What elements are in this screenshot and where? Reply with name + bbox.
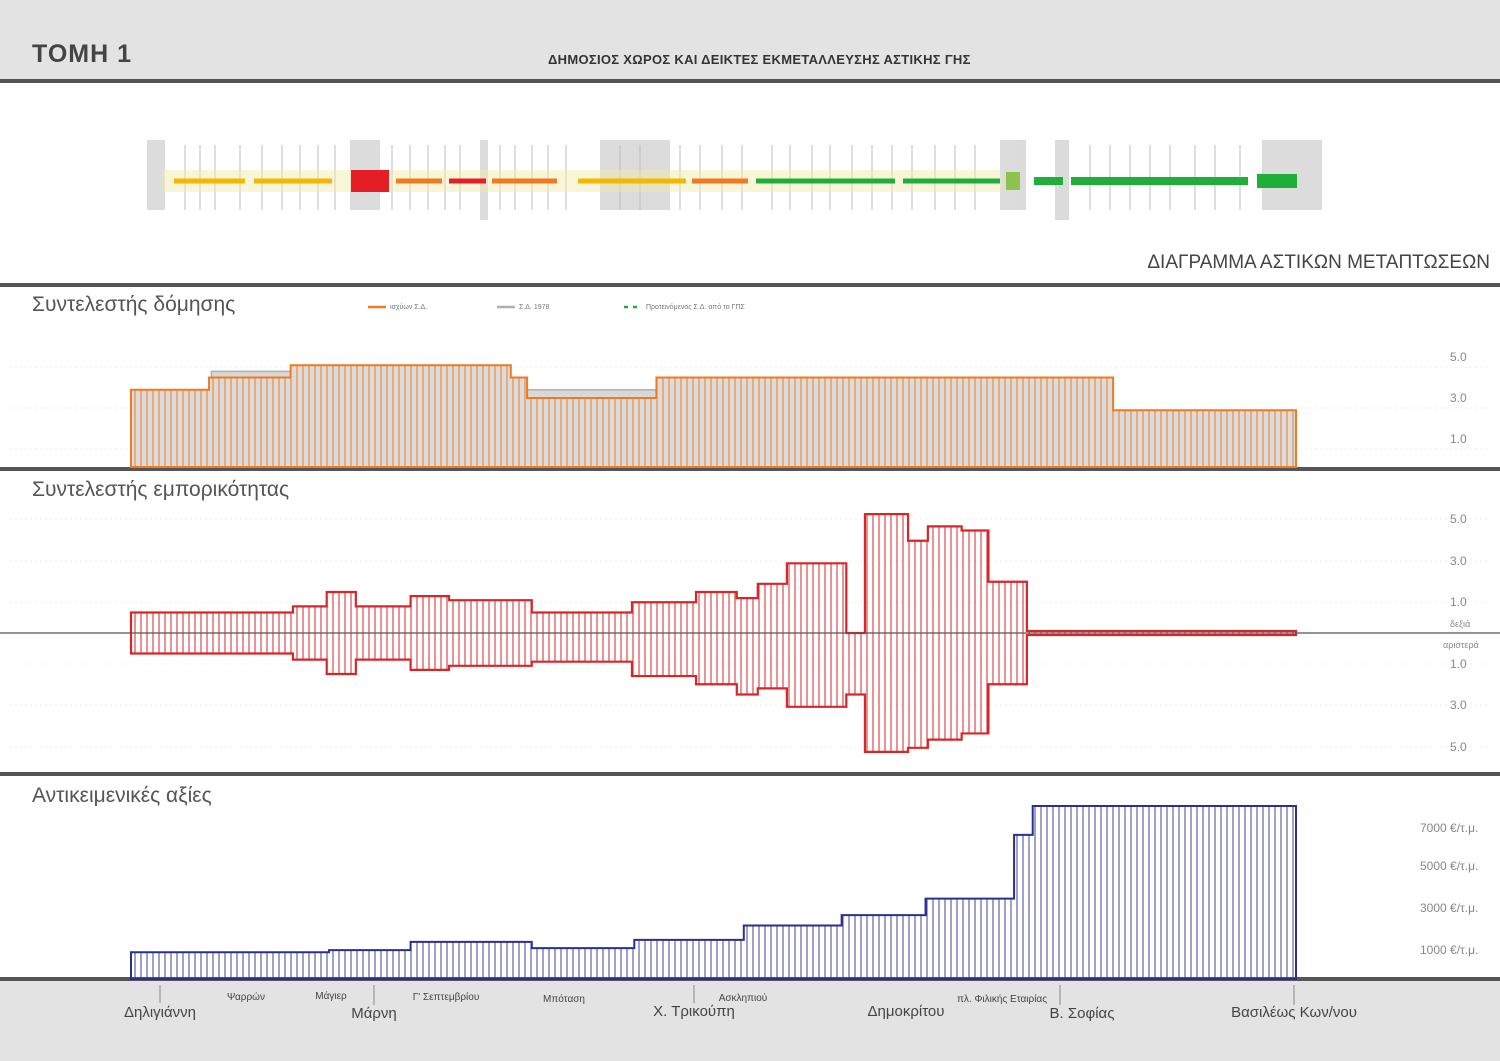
chart-title-commercial-coefficient: Συντελεστής εμπορικότητας bbox=[32, 478, 290, 501]
street-label: Βασιλέως Κων/νου bbox=[1231, 1004, 1357, 1021]
street-label: Χ. Τρικούπη bbox=[653, 1003, 735, 1020]
map-segment bbox=[1071, 177, 1248, 185]
sheet-subtitle: ΔΗΜΟΣΙΟΣ ΧΩΡΟΣ ΚΑΙ ΔΕΙΚΤΕΣ ΕΚΜΕΤΑΛΛΕΥΣΗΣ… bbox=[548, 52, 971, 67]
chart-title-building-coefficient: Συντελεστής δόμησης bbox=[32, 293, 236, 316]
map-segment bbox=[351, 170, 389, 192]
street-axis: Δηλιγιάννη Ψαρρών Μάγιερ Μάρνη Γ' Σεπτεμβρίο… bbox=[124, 985, 1357, 1022]
legend-label: Προτεινόμενος Σ.Δ. από το ΓΠΣ bbox=[646, 303, 745, 311]
y-tick-label: 1.0 bbox=[1450, 595, 1467, 609]
street-label: Ασκληπιού bbox=[719, 992, 768, 1004]
map-segment bbox=[492, 178, 557, 184]
y-tick-label: 1000 €/τ.μ. bbox=[1420, 943, 1478, 957]
map-segment bbox=[578, 178, 686, 184]
y-tick-label: 5.0 bbox=[1450, 350, 1467, 364]
y-tick-label: 5000 €/τ.μ. bbox=[1420, 859, 1478, 873]
divider bbox=[0, 772, 1500, 776]
chart-objective-values: 7000 €/τ.μ. 5000 €/τ.μ. 3000 €/τ.μ. 1000 €/… bbox=[130, 805, 1478, 980]
map-segment bbox=[449, 178, 486, 184]
map-segment bbox=[692, 178, 748, 184]
divider bbox=[0, 79, 1500, 83]
series-objective-values bbox=[130, 805, 1297, 980]
street-lines bbox=[184, 145, 1241, 210]
y-tick-label: 3000 €/τ.μ. bbox=[1420, 901, 1478, 915]
street-label: Ψαρρών bbox=[227, 991, 265, 1003]
y-tick-label: 3.0 bbox=[1450, 391, 1467, 405]
street-label: Μπόταση bbox=[543, 993, 585, 1005]
legend-label: ισχύων Σ.Δ. bbox=[390, 303, 427, 311]
y-tick-label: 1.0 bbox=[1450, 657, 1467, 671]
side-label-left: αριστερά bbox=[1443, 640, 1479, 650]
street-label: Β. Σοφίας bbox=[1050, 1005, 1115, 1022]
y-tick-label: 7000 €/τ.μ. bbox=[1420, 821, 1478, 835]
y-tick-label: 1.0 bbox=[1450, 432, 1467, 446]
series-current-building-coefficient bbox=[130, 364, 1297, 468]
divider bbox=[0, 467, 1500, 471]
street-label: Μάγιερ bbox=[315, 990, 347, 1002]
y-tick-label: 5.0 bbox=[1450, 512, 1467, 526]
y-tick-label: 5.0 bbox=[1450, 740, 1467, 754]
map-segment bbox=[756, 178, 895, 184]
chart-commercial-coefficient: 5.0 3.0 1.0 1.0 3.0 5.0 δεξιά αριστερά bbox=[0, 512, 1500, 754]
divider bbox=[0, 283, 1500, 287]
street-label: πλ. Φιλικής Εταιρίας bbox=[957, 993, 1047, 1005]
legend-label: Σ.Δ. 1978 bbox=[519, 304, 550, 311]
map-segments bbox=[174, 170, 1297, 192]
map-segment bbox=[396, 178, 442, 184]
street-label: Γ' Σεπτεμβρίου bbox=[413, 991, 480, 1003]
chart-building-coefficient: 5.0 3.0 1.0 ισχύων Σ.Δ. Σ.Δ. 1978 Προτεινόμεν… bbox=[10, 303, 1490, 468]
map-segment bbox=[174, 178, 245, 184]
street-label: Δηλιγιάννη bbox=[124, 1004, 196, 1021]
map-segment bbox=[1006, 172, 1020, 190]
map-segment bbox=[903, 178, 1000, 184]
street-label: Δημοκρίτου bbox=[868, 1003, 945, 1020]
chart-title-objective-values: Αντικειμενικές αξίες bbox=[32, 784, 212, 807]
side-label-right: δεξιά bbox=[1450, 619, 1470, 629]
street-label: Μάρνη bbox=[351, 1005, 397, 1022]
map-segment bbox=[1257, 174, 1297, 188]
y-tick-label: 3.0 bbox=[1450, 698, 1467, 712]
urban-transitions-map bbox=[147, 140, 1322, 220]
header-band bbox=[0, 0, 1500, 80]
footer-band bbox=[0, 980, 1500, 1061]
y-tick-label: 3.0 bbox=[1450, 554, 1467, 568]
sheet-title: ΤΟΜΗ 1 bbox=[32, 40, 132, 68]
map-segment bbox=[1034, 177, 1063, 185]
map-caption: ΔΙΑΓΡΑΜΜΑ ΑΣΤΙΚΩΝ ΜΕΤΑΠΤΩΣΕΩΝ bbox=[1147, 252, 1490, 273]
map-segment bbox=[254, 178, 332, 184]
